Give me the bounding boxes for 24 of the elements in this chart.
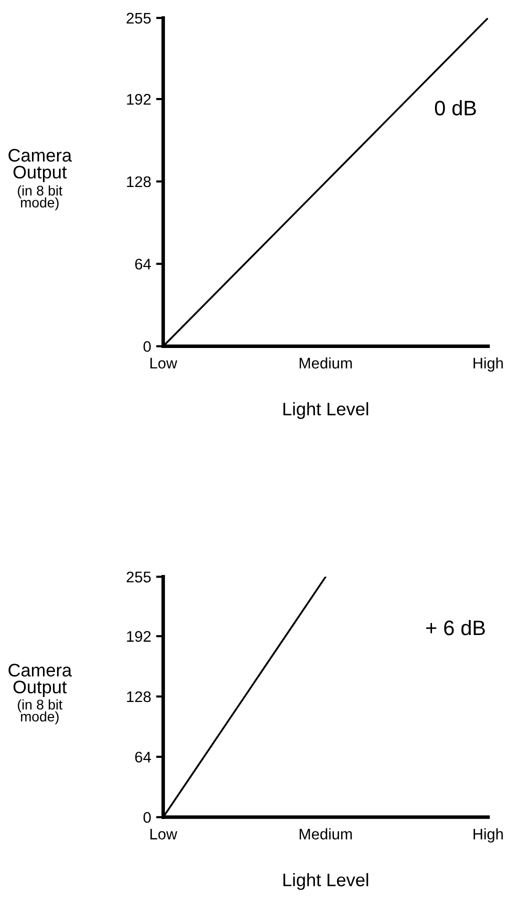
y-tick-label: 64 xyxy=(135,752,151,763)
y-tick-label: 192 xyxy=(127,94,151,105)
annotation: 0 dB xyxy=(434,100,476,116)
y-tick-label: 192 xyxy=(127,631,151,642)
y-tick-label: 0 xyxy=(143,341,151,352)
x-axis-title: Light Level xyxy=(283,402,368,419)
y-tick-label: 128 xyxy=(127,176,151,188)
text: (in 8 bit mode) xyxy=(18,699,62,724)
y-axis-title: Camera Output xyxy=(8,148,72,182)
y-tick-label: 0 xyxy=(143,812,151,823)
annotation: + 6 dB xyxy=(426,620,485,636)
x-tick-label: High xyxy=(474,357,503,372)
x-tick-label: Medium xyxy=(300,828,352,840)
y-tick-label: 64 xyxy=(135,258,151,270)
y-tick-label: 255 xyxy=(126,12,151,24)
y-tick-label: 128 xyxy=(127,691,151,702)
x-tick-label: Low xyxy=(150,358,178,369)
y-tick-label: 255 xyxy=(126,572,151,582)
x-axis-title: Light Level xyxy=(283,873,368,890)
y-axis-title: Camera Output xyxy=(8,664,72,697)
x-tick-label: High xyxy=(474,828,503,843)
x-tick-label: Low xyxy=(150,828,178,840)
text: (in 8 bit mode) xyxy=(18,185,62,210)
x-tick-label: Medium xyxy=(300,357,352,369)
